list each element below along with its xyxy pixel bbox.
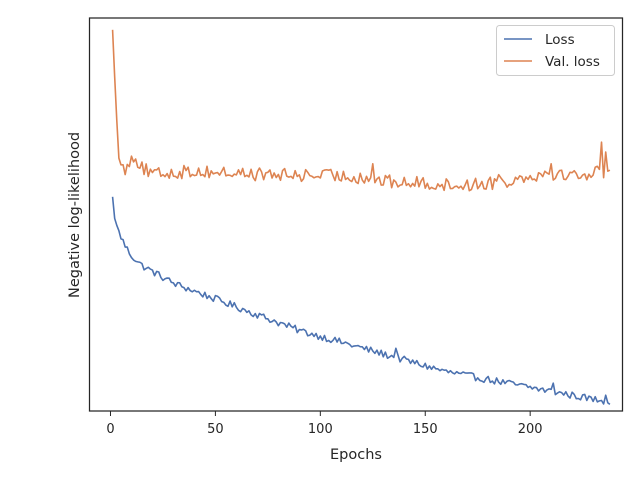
x-tick-label: 0 xyxy=(106,422,114,437)
x-axis-label: Epochs xyxy=(330,447,382,463)
legend-box xyxy=(496,25,615,76)
x-tick-label: 150 xyxy=(413,422,438,437)
series-line-val-loss xyxy=(111,29,611,192)
legend-label-val-loss: Val. loss xyxy=(545,54,600,70)
x-tick-label: 50 xyxy=(207,422,224,437)
legend: Loss Val. loss xyxy=(496,25,615,76)
series-line-loss xyxy=(111,196,611,405)
series-layer xyxy=(111,29,611,405)
plot-background xyxy=(89,18,623,411)
legend-label-loss: Loss xyxy=(545,32,575,48)
y-axis-label: Negative log-likelihood xyxy=(67,132,83,298)
plot-frame xyxy=(88,17,624,412)
x-tick-label: 100 xyxy=(308,422,333,437)
x-axis-ticks: 0 50 100 150 200 xyxy=(106,411,543,437)
x-tick-label: 200 xyxy=(518,422,543,437)
